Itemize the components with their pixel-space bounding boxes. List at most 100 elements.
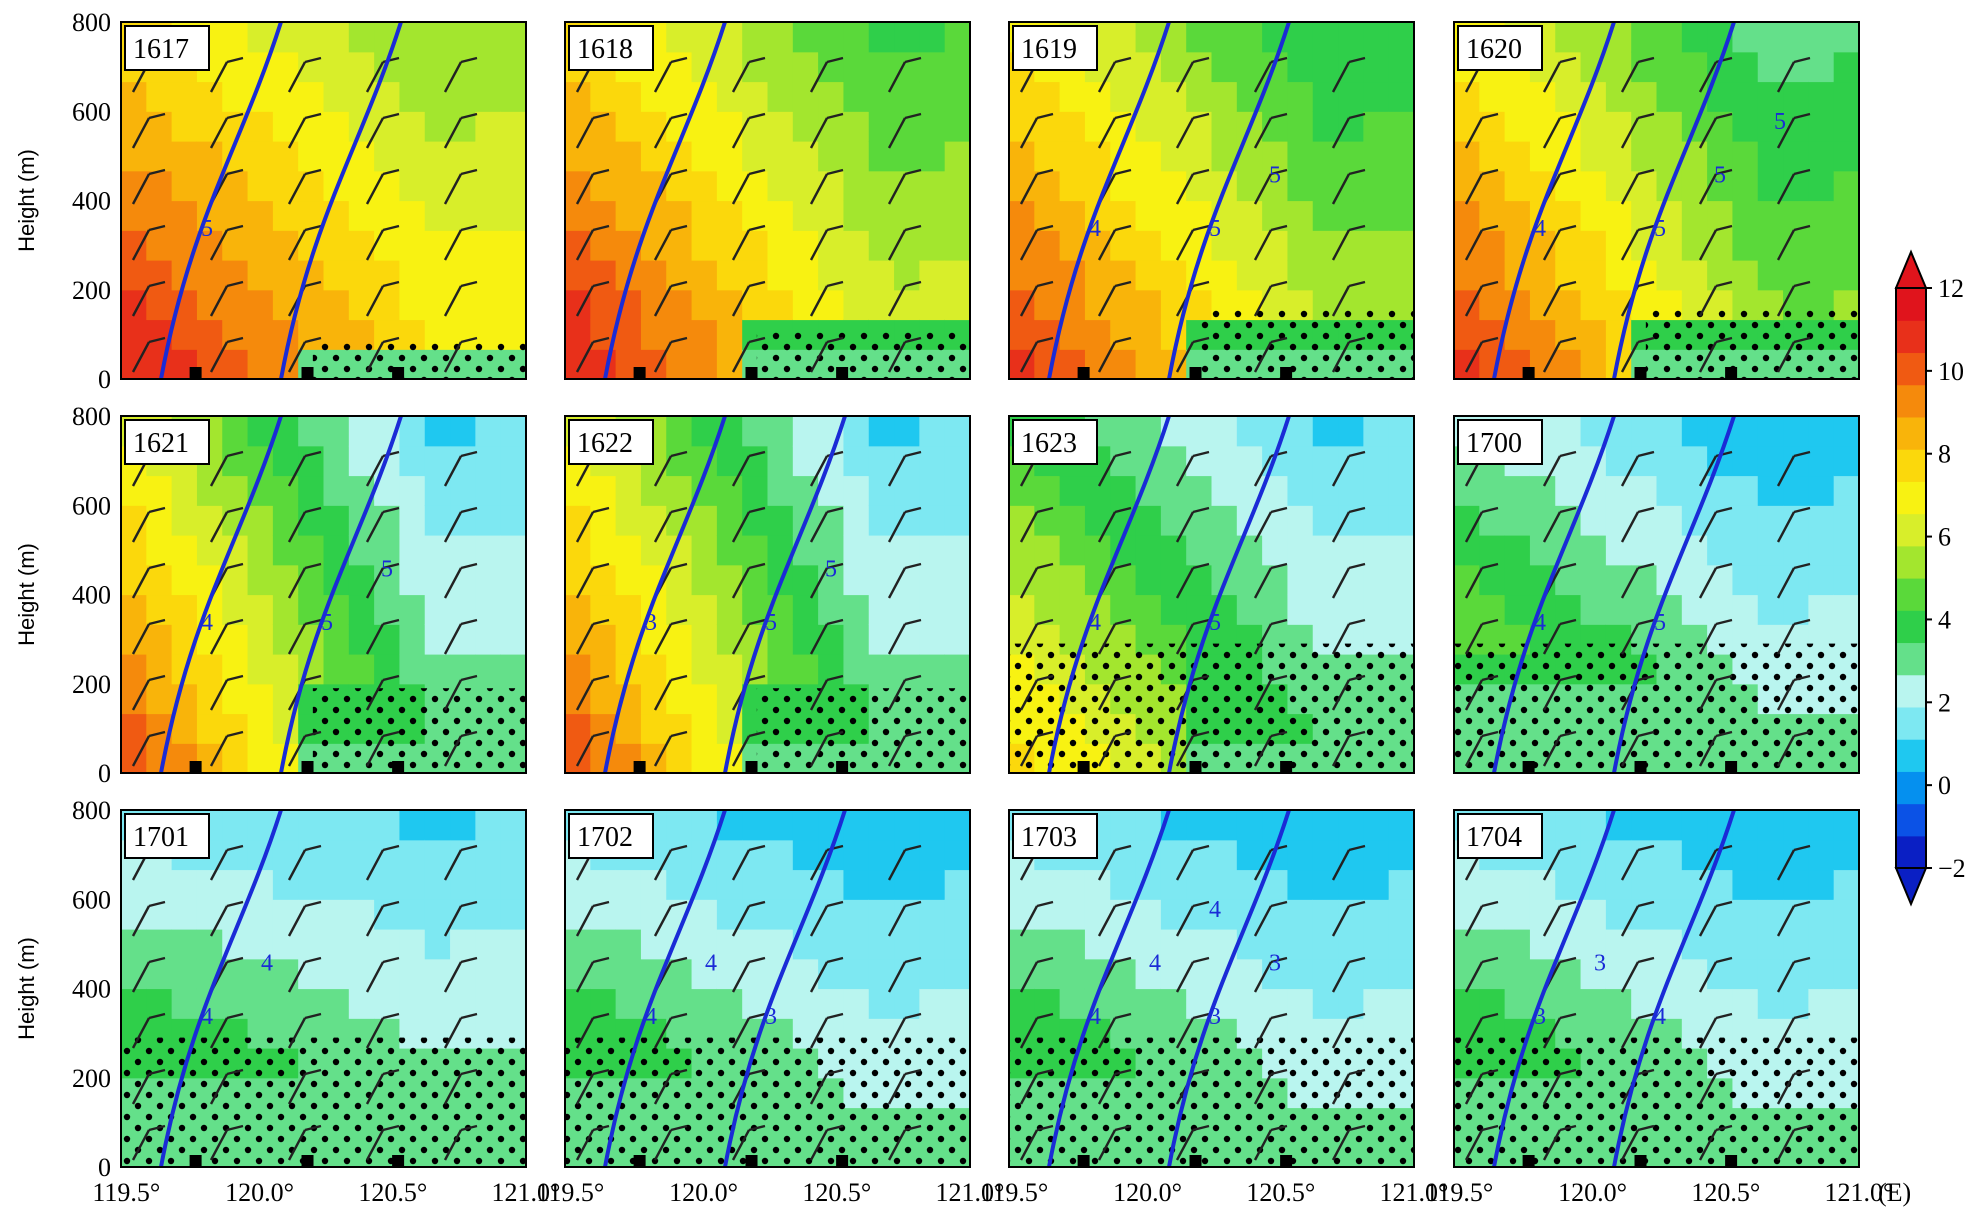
field-cell	[894, 810, 920, 841]
field-cell	[1580, 349, 1607, 379]
contour-label: 3	[1209, 1004, 1221, 1030]
wind-barb	[887, 112, 922, 149]
field-cell	[1312, 988, 1339, 1019]
field-cell	[868, 200, 895, 231]
wind-barb	[443, 506, 478, 543]
field-cell	[1631, 22, 1658, 53]
field-cell	[1783, 416, 1809, 447]
field-cell	[171, 505, 198, 536]
field-cell	[1059, 141, 1086, 172]
field-cell	[323, 289, 350, 321]
field-cell	[298, 958, 325, 990]
field-cell	[919, 51, 946, 83]
field-cell	[399, 170, 426, 202]
contour-label: 5	[825, 557, 837, 583]
wind-barb	[809, 1124, 844, 1161]
contour-label: 4	[1089, 216, 1101, 242]
field-cell	[1808, 810, 1835, 841]
field-cell	[1504, 564, 1531, 596]
field-cell	[843, 230, 870, 261]
field-cell	[843, 594, 870, 625]
field-cell	[1160, 260, 1187, 291]
field-cell	[1186, 416, 1213, 447]
wind-barb	[1542, 450, 1577, 487]
field-cell	[919, 260, 946, 291]
wind-barb	[443, 1012, 478, 1049]
wind-barb	[1698, 562, 1733, 599]
field-cell	[1312, 810, 1339, 841]
field-cell	[1732, 260, 1759, 291]
field-cell	[1656, 445, 1683, 477]
wind-barb	[1019, 280, 1054, 317]
wind-barb	[731, 168, 766, 205]
field-cell	[1160, 81, 1187, 112]
wind-barb	[1253, 112, 1288, 149]
field-cell	[1504, 200, 1531, 231]
field-cell	[475, 624, 502, 655]
wind-barb	[1331, 450, 1366, 487]
wind-barb	[731, 900, 766, 937]
field-cell	[590, 141, 617, 172]
wind-barb	[443, 56, 478, 93]
field-cell	[1656, 111, 1683, 142]
field-cell	[450, 929, 476, 960]
field-cell	[424, 654, 451, 685]
wind-barb	[365, 112, 400, 149]
field-cell	[1009, 111, 1035, 142]
field-cell	[590, 475, 617, 506]
field-cell	[399, 230, 426, 261]
field-cell	[1388, 535, 1414, 566]
field-cell	[716, 988, 743, 1019]
field-cell	[615, 535, 642, 566]
station-marker	[1725, 1155, 1738, 1167]
field-cell	[272, 170, 299, 202]
field-cell	[1580, 111, 1607, 142]
wind-barb	[1097, 730, 1132, 767]
station-marker	[1280, 367, 1293, 379]
field-cell	[1110, 81, 1137, 112]
field-cell	[1135, 594, 1162, 625]
field-cell	[399, 564, 426, 596]
field-cell	[565, 624, 591, 655]
field-cell	[767, 81, 794, 112]
wind-barb	[209, 1068, 244, 1105]
wind-barb	[1698, 1124, 1733, 1161]
field-cell	[1363, 810, 1390, 841]
field-cell	[1110, 416, 1137, 447]
y-tick-label: 0	[98, 759, 111, 788]
colorbar-segment	[1896, 288, 1926, 321]
field-cell	[691, 416, 718, 447]
wind-barb	[1776, 450, 1811, 487]
field-cell	[1160, 988, 1187, 1019]
field-cell	[450, 839, 476, 871]
wind-barb	[1542, 112, 1577, 149]
field-cell	[944, 416, 970, 447]
wind-barb	[575, 168, 610, 205]
wind-barb	[1542, 1068, 1577, 1105]
wind-barb	[1464, 618, 1499, 655]
wind-barb	[887, 450, 922, 487]
field-cell	[565, 654, 591, 685]
field-cell	[1236, 810, 1263, 841]
field-cell	[323, 810, 350, 841]
field-cell	[868, 869, 895, 900]
panel-title: 1703	[1021, 822, 1077, 853]
y-tick-label: 0	[98, 1153, 111, 1182]
field-cell	[868, 111, 895, 142]
field-cell	[1262, 929, 1289, 960]
field-cell	[742, 929, 769, 960]
field-cell	[1262, 170, 1289, 202]
wind-barb	[887, 674, 922, 711]
wind-barb	[1698, 730, 1733, 767]
field-cell	[475, 416, 502, 447]
stipple-region	[1454, 1037, 1859, 1167]
field-cell	[1135, 260, 1162, 291]
field-cell	[1135, 111, 1162, 142]
field-cell	[919, 289, 946, 321]
field-cell	[1555, 200, 1582, 231]
field-cell	[1732, 899, 1759, 930]
field-cell	[868, 81, 895, 112]
field-cell	[818, 170, 845, 202]
